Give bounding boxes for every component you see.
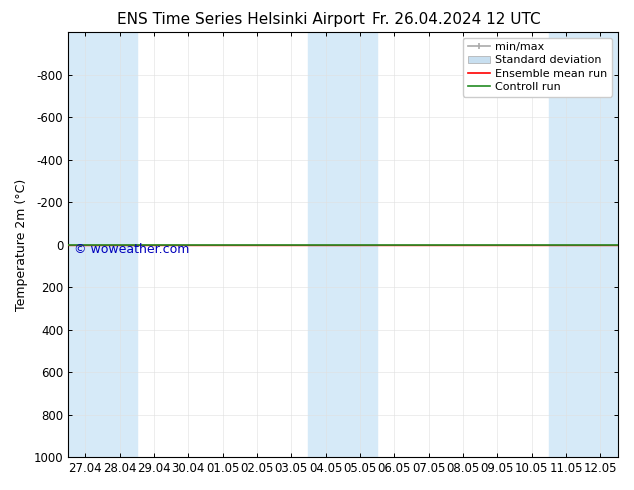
Text: Fr. 26.04.2024 12 UTC: Fr. 26.04.2024 12 UTC <box>372 12 541 27</box>
Legend: min/max, Standard deviation, Ensemble mean run, Controll run: min/max, Standard deviation, Ensemble me… <box>463 38 612 97</box>
Text: ENS Time Series Helsinki Airport: ENS Time Series Helsinki Airport <box>117 12 365 27</box>
Text: © woweather.com: © woweather.com <box>74 243 189 255</box>
Bar <box>68 32 137 457</box>
Bar <box>309 32 377 457</box>
Bar <box>549 32 618 457</box>
Y-axis label: Temperature 2m (°C): Temperature 2m (°C) <box>15 178 28 311</box>
